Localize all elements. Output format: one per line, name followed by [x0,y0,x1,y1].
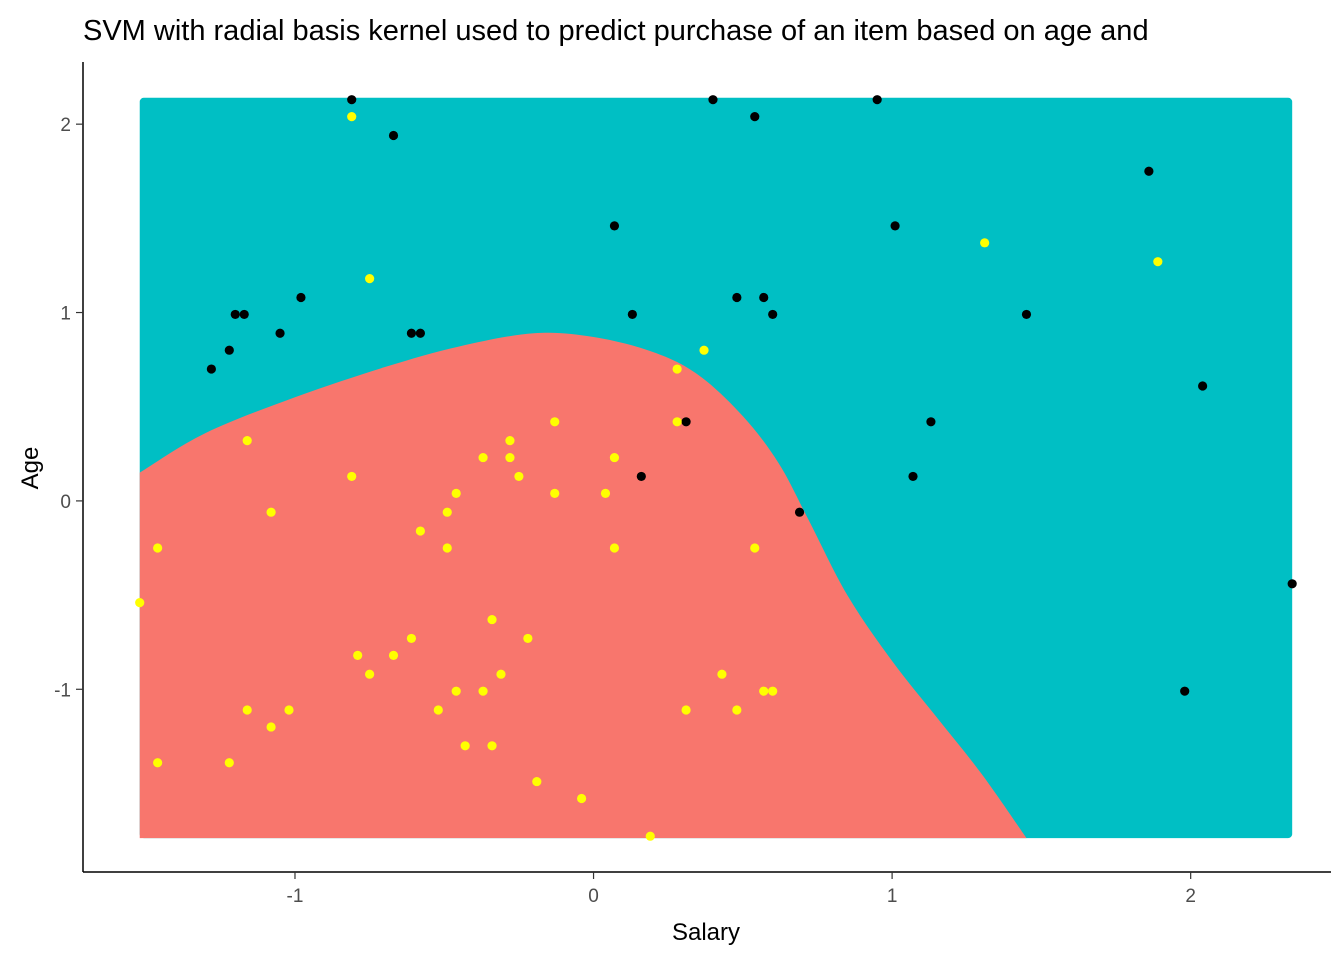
data-point-class-0 [406,633,417,644]
data-point-class-1 [1198,381,1208,391]
data-point-class-1 [627,309,637,320]
data-point-class-0 [365,669,375,679]
data-point-class-0 [672,364,682,374]
data-point-class-0 [388,650,399,660]
data-point-class-1 [636,471,646,482]
data-point-class-0 [532,776,542,787]
data-point-class-1 [759,292,769,303]
data-point-class-0 [487,741,497,751]
data-point-class-0 [433,705,443,715]
data-point-class-0 [284,705,294,715]
data-point-class-0 [699,345,709,355]
data-point-class-0 [153,758,163,768]
y-tick-label: 1 [60,304,71,325]
data-point-class-0 [442,507,452,517]
data-point-class-0 [645,831,655,841]
data-point-class-0 [487,614,497,625]
data-point-class-0 [451,488,461,498]
y-tick-label: 0 [60,492,71,513]
data-point-class-1 [1287,579,1297,589]
data-point-class-0 [550,488,560,498]
data-point-class-0 [353,650,363,660]
data-point-class-0 [266,507,276,517]
data-point-class-0 [609,543,620,553]
data-point-class-1 [908,471,918,482]
x-tick-label: -1 [287,886,304,907]
data-point-class-1 [681,417,691,427]
data-point-class-0 [135,598,145,608]
data-point-class-1 [296,292,306,303]
data-point-class-0 [550,417,560,427]
data-point-class-0 [347,471,357,482]
data-point-class-0 [242,705,252,715]
y-tick-label: 2 [60,115,71,136]
data-point-class-1 [415,328,425,338]
region-class-0 [139,332,1027,839]
data-point-class-0 [750,543,760,553]
data-point-class-0 [732,705,742,715]
y-axis-title: Age [17,447,44,490]
data-point-class-0 [442,543,452,553]
data-point-class-0 [460,741,470,751]
data-point-class-1 [1144,166,1154,176]
data-point-class-0 [514,471,524,482]
data-point-class-1 [388,130,399,141]
data-point-class-0 [365,274,375,284]
x-tick-label: 0 [588,886,599,907]
data-point-class-0 [496,669,506,679]
data-point-class-1 [708,95,718,105]
data-point-class-1 [609,221,620,231]
data-point-class-1 [1180,686,1190,696]
data-point-class-1 [768,309,778,320]
data-point-class-1 [406,328,417,338]
data-point-class-1 [732,292,742,303]
x-axis-ticks: -1 0 1 2 [287,872,1196,907]
data-point-class-1 [1021,309,1032,320]
data-point-class-1 [872,95,882,105]
chart-title: SVM with radial basis kernel used to pre… [83,15,1149,47]
data-point-class-0 [609,452,620,463]
data-point-class-1 [926,417,936,427]
data-point-class-1 [890,221,900,231]
decision-regions [139,97,1293,839]
x-tick-label: 2 [1185,886,1196,907]
data-point-class-1 [750,112,760,122]
data-point-class-0 [980,238,990,248]
data-point-class-0 [451,686,461,696]
data-point-class-0 [523,633,533,644]
data-point-class-0 [505,436,515,446]
data-point-class-0 [759,686,769,696]
x-tick-label: 1 [887,886,898,907]
data-point-class-0 [242,436,252,446]
data-point-class-1 [224,345,234,355]
data-point-class-0 [600,488,611,498]
data-point-class-0 [478,452,488,463]
data-points [135,95,1297,841]
data-point-class-1 [347,95,357,105]
data-point-class-0 [415,526,425,536]
data-point-class-0 [505,452,515,463]
data-point-class-0 [347,112,357,122]
data-point-class-1 [230,309,240,320]
data-point-class-0 [577,793,587,804]
data-point-class-0 [717,669,727,679]
data-point-class-1 [239,309,249,320]
data-point-class-0 [672,417,682,427]
data-point-class-1 [206,364,216,374]
axes: -1 0 1 2 -1 0 1 2 [54,62,1331,907]
data-point-class-0 [681,705,691,715]
data-point-class-0 [153,543,163,553]
data-point-class-0 [266,722,276,732]
data-point-class-0 [478,686,488,696]
y-tick-label: -1 [54,680,71,701]
data-point-class-0 [224,758,234,768]
data-point-class-1 [794,507,805,517]
data-point-class-0 [768,686,778,696]
data-point-class-0 [1153,257,1163,267]
y-axis-ticks: -1 0 1 2 [54,115,83,701]
x-axis-title: Salary [672,919,740,946]
data-point-class-1 [275,328,285,338]
